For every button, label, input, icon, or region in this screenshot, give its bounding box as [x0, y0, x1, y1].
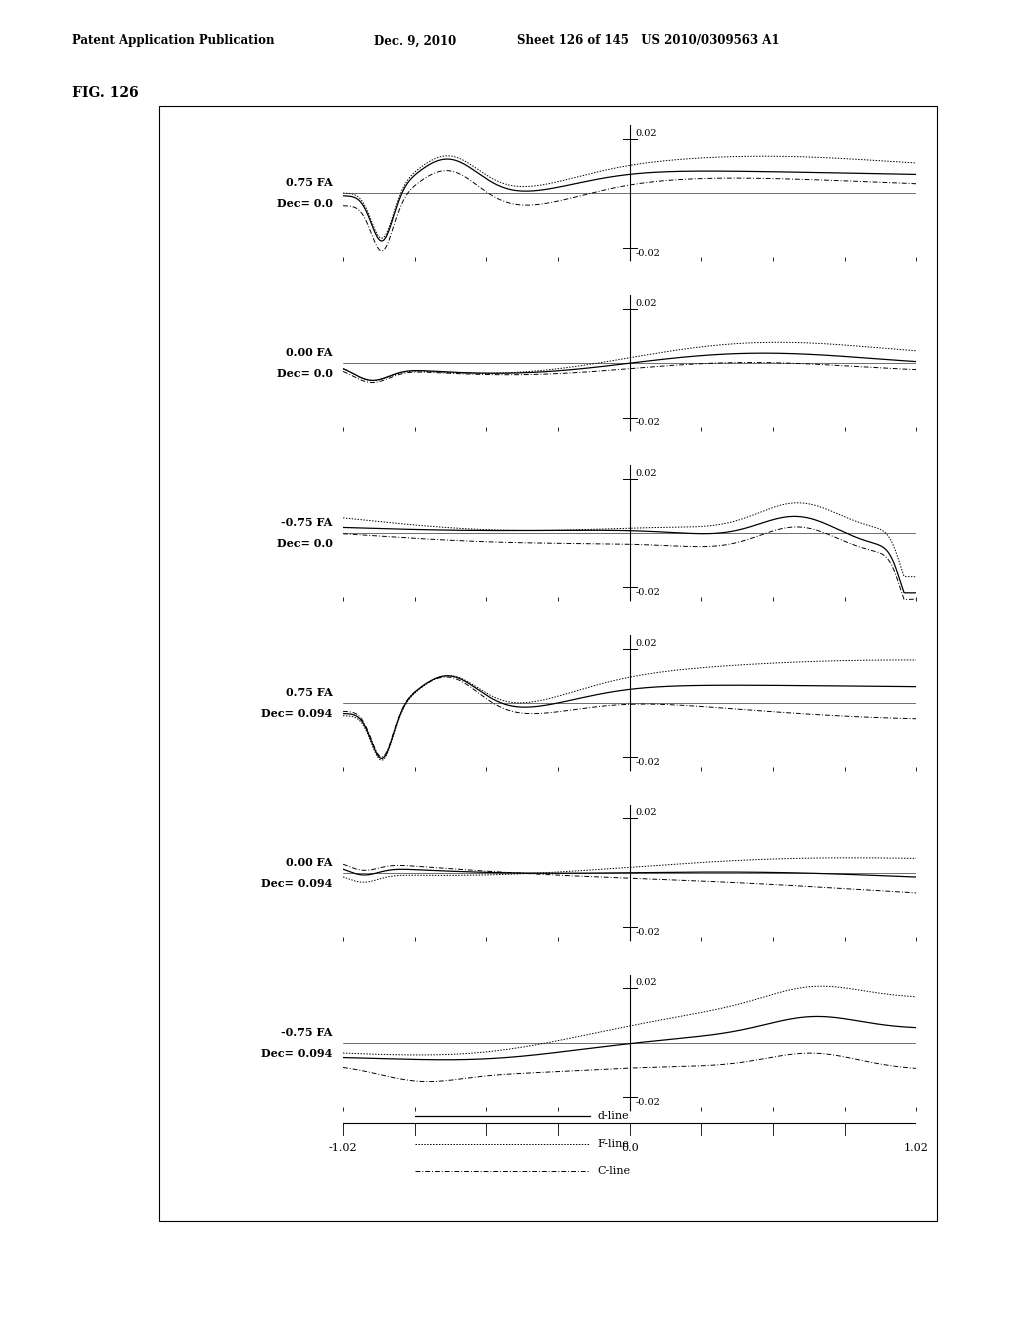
- Text: 0.75 FA: 0.75 FA: [286, 686, 333, 698]
- Text: 0.0: 0.0: [621, 1143, 639, 1152]
- Text: C-line: C-line: [598, 1167, 631, 1176]
- Text: -0.02: -0.02: [635, 248, 660, 257]
- Text: 0.02: 0.02: [635, 298, 657, 308]
- Text: Dec= 0.094: Dec= 0.094: [261, 1048, 333, 1059]
- Text: -0.75 FA: -0.75 FA: [282, 517, 333, 528]
- Text: Dec. 9, 2010: Dec. 9, 2010: [374, 34, 456, 48]
- Text: Dec= 0.094: Dec= 0.094: [261, 878, 333, 888]
- Text: 0.02: 0.02: [635, 469, 657, 478]
- Text: FIG. 126: FIG. 126: [72, 86, 138, 100]
- Text: Patent Application Publication: Patent Application Publication: [72, 34, 274, 48]
- Text: 0.00 FA: 0.00 FA: [287, 347, 333, 358]
- Text: Dec= 0.0: Dec= 0.0: [276, 539, 333, 549]
- Text: 0.02: 0.02: [635, 639, 657, 648]
- Text: -0.75 FA: -0.75 FA: [282, 1027, 333, 1038]
- Text: -0.02: -0.02: [635, 589, 660, 598]
- Text: 0.02: 0.02: [635, 978, 657, 987]
- Text: 0.75 FA: 0.75 FA: [286, 177, 333, 189]
- Text: Sheet 126 of 145   US 2010/0309563 A1: Sheet 126 of 145 US 2010/0309563 A1: [517, 34, 779, 48]
- Text: 0.02: 0.02: [635, 129, 657, 139]
- Text: F-line: F-line: [598, 1139, 630, 1148]
- Text: -0.02: -0.02: [635, 758, 660, 767]
- Text: -0.02: -0.02: [635, 1098, 660, 1107]
- Text: 1.02: 1.02: [904, 1143, 929, 1152]
- Text: Dec= 0.0: Dec= 0.0: [276, 198, 333, 210]
- Text: -0.02: -0.02: [635, 928, 660, 937]
- Text: d-line: d-line: [598, 1111, 629, 1121]
- Text: 0.02: 0.02: [635, 808, 657, 817]
- Text: 0.00 FA: 0.00 FA: [287, 857, 333, 867]
- Text: Dec= 0.094: Dec= 0.094: [261, 708, 333, 719]
- Text: -0.02: -0.02: [635, 418, 660, 428]
- Text: Dec= 0.0: Dec= 0.0: [276, 368, 333, 379]
- Text: -1.02: -1.02: [329, 1143, 357, 1152]
